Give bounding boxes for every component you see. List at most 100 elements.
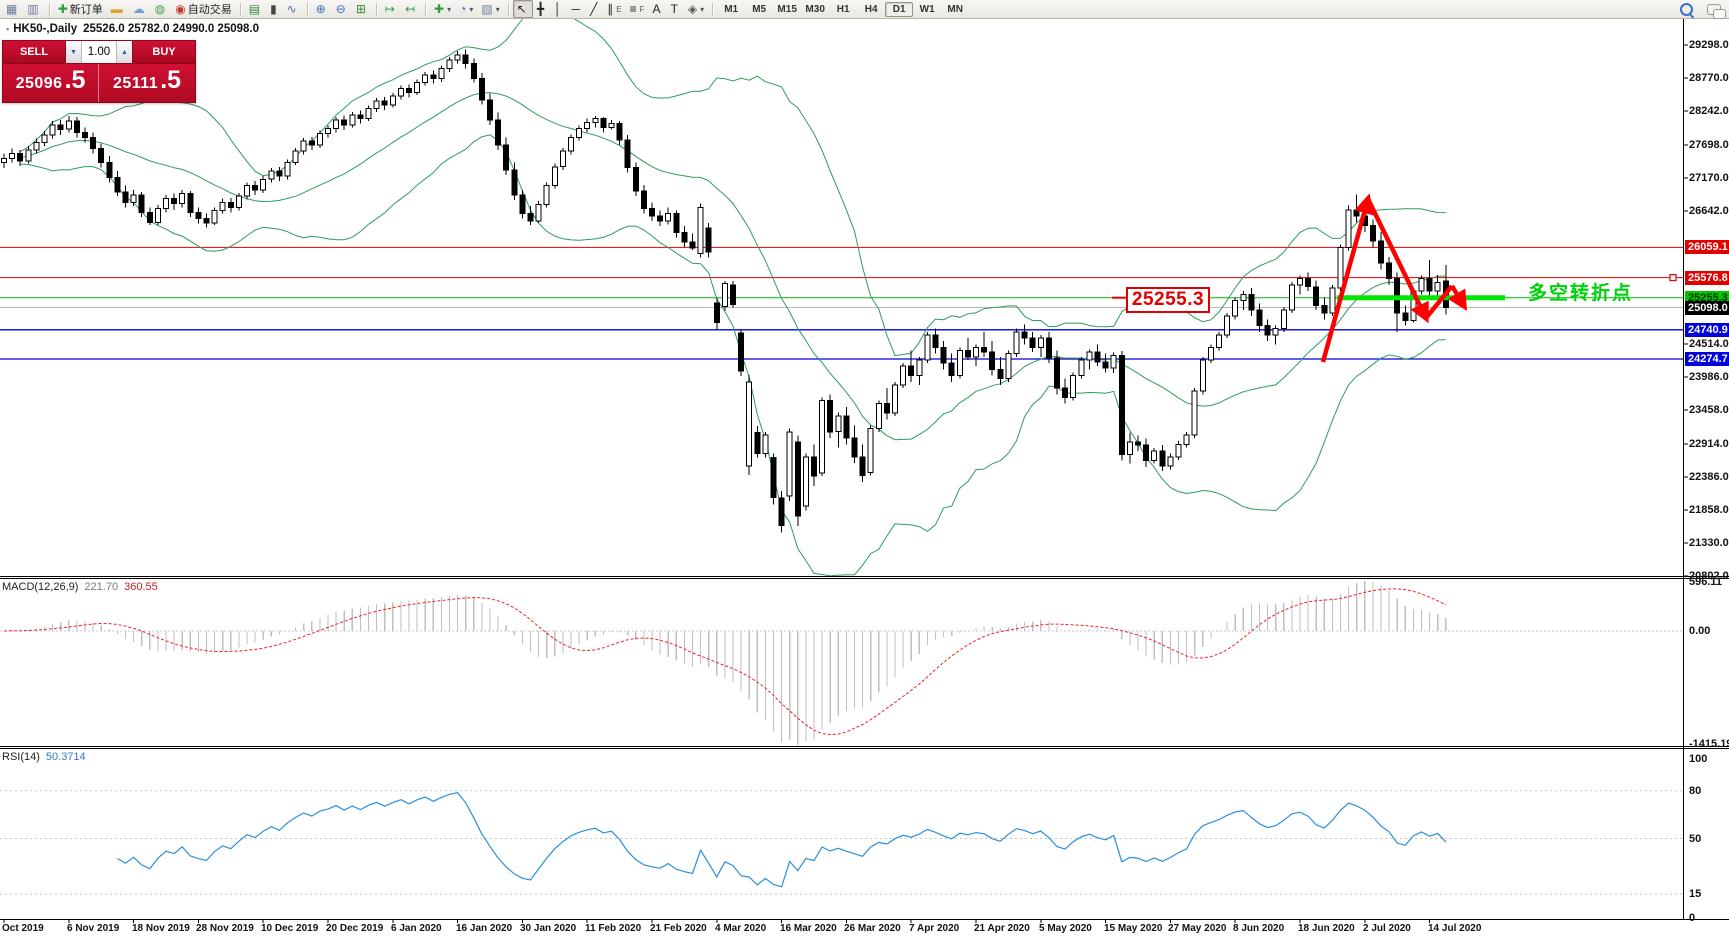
buy-price-button[interactable]: 25111 .5 [99,64,195,102]
rsi-value: 50.3714 [45,751,86,763]
autotrade-button[interactable]: ◉ 自动交易 [171,0,235,18]
periods-icon: ◔ [459,2,467,16]
date-label: 2 Jul 2020 [1363,923,1411,934]
sell-price-main: 25096 [15,75,63,92]
timeframe-H4[interactable]: H4 [864,3,878,15]
chart-profiles-icon: ▥ [27,2,39,16]
price-tick-label: 23458.0 [1689,404,1729,416]
indicators-button[interactable]: ✚ ▾ [430,0,455,18]
gold-button[interactable]: ▬ [107,0,129,18]
macd-value-1: 221.70 [84,581,119,593]
line-chart-icon: ∿ [286,2,297,16]
chart-shift-icon: ↤ [404,2,416,16]
chat-icon[interactable] [1707,3,1726,19]
cursor-button[interactable]: ↖ [512,0,533,18]
rsi-axis-label: 50 [1689,833,1702,845]
fibonacci-button[interactable]: ≡ F [629,2,645,16]
text-button[interactable]: A [649,0,667,18]
dropdown-caret-icon: ▾ [469,4,474,14]
rsi-axis-label: 80 [1689,785,1702,797]
price-tick-label: 27170.0 [1689,172,1729,184]
toolbar-separator [507,2,509,16]
mql-cloud-button[interactable]: ☁ [129,0,151,18]
timeframe-W1[interactable]: W1 [919,3,935,15]
text-icon: A [652,2,661,16]
turning-point-label[interactable]: 多空转折点 [1528,282,1634,304]
chart-shift-button[interactable]: ↤ [401,0,421,18]
text-label-icon: T [670,2,678,16]
timeframe-D1[interactable]: D1 [885,1,914,17]
rsi-axis-label: 0 [1689,912,1696,924]
price-tick-label: 28770.0 [1689,72,1729,84]
trendline-icon: ╱ [590,2,598,16]
channel-button[interactable]: ∥ E [607,2,622,16]
price-annotation-box[interactable]: 25255.3 [1126,286,1210,313]
auto-scroll-button[interactable]: ↦ [381,0,401,18]
shapes-button[interactable]: ◈ ▾ [684,0,708,18]
candlestick-button[interactable]: ▮ [266,0,283,18]
timeframe-M1[interactable]: M1 [724,3,739,15]
timeframe-MN[interactable]: MN [947,3,963,15]
templates-button[interactable]: ▧ ▾ [477,0,503,18]
candlestick-icon: ▮ [270,2,277,16]
chart-window[interactable]: ▪ HK50-,Daily 25526.0 25782.0 24990.0 2509… [0,19,1729,943]
timeframe-H1[interactable]: H1 [836,3,850,15]
rsi-name: RSI(14) [2,751,40,763]
date-label: 18 Nov 2019 [132,923,190,934]
timeframe-M15[interactable]: M15 [777,3,797,15]
zoom-out-button[interactable]: ⊖ [332,0,352,18]
price-line-badge: 24740.9 [1685,323,1729,337]
new-chart-icon: ▦ [6,2,18,16]
date-label: 6 Jan 2020 [391,923,442,934]
dropdown-caret-icon: ▾ [495,4,500,14]
macd-label: MACD(12,26,9) 221.70 360.55 [2,581,158,593]
new-order-button[interactable]: ✚ 新订单 [54,0,107,18]
crosshair-button[interactable]: ╋ [533,0,550,18]
vertical-line-button[interactable]: │ [550,0,568,18]
channel-icon: ∥ [607,2,614,16]
sell-button[interactable]: SELL [3,41,65,63]
new-order-icon: ✚ [57,2,68,16]
new-chart-button[interactable]: ▦ [2,0,23,18]
chart-marker-icon: ▪ [6,24,10,34]
toolbar: ▦ ▥ ✚ 新订单 ▬ ☁ ◍ ◉ 自动交易 ▤ ▮ ∿ ⊕ ⊖ ⊞ ↦ ↤ ✚ ▾ ◔ ▾ ▧ ▾ ↖ ╋ │ ─ ╱ ∥ E ≡ F A T ◈… [0,0,1729,19]
date-label: 28 Nov 2019 [196,923,254,934]
signal-button[interactable]: ◍ [151,0,171,18]
buy-button[interactable]: BUY [133,41,195,63]
horizontal-line-button[interactable]: ─ [568,0,587,18]
tile-windows-icon: ⊞ [355,2,366,16]
sell-price-button[interactable]: 25096 .5 [3,64,99,102]
date-label: 16 Mar 2020 [780,923,837,934]
text-label-button[interactable]: T [667,0,684,18]
zoom-in-button[interactable]: ⊕ [312,0,332,18]
timeframe-M30[interactable]: M30 [805,3,825,15]
timeframe-M5[interactable]: M5 [752,3,767,15]
line-chart-button[interactable]: ∿ [283,0,303,18]
buy-price-main: 25111 [112,75,159,92]
volume-increase-button[interactable]: ▲ [116,41,132,63]
toolbar-separator [375,2,377,16]
bar-chart-button[interactable]: ▤ [245,0,266,18]
rsi-axis-label: 15 [1689,888,1702,900]
zoom-in-icon: ⊕ [315,2,326,16]
search-icon[interactable] [1680,2,1693,16]
chart-title: ▪ HK50-,Daily 25526.0 25782.0 24990.0 2509… [6,23,259,35]
one-click-trading-widget[interactable]: SELL ▼ 1.00 ▲ BUY 25096 .5 25111 .5 [2,40,196,103]
trendline-button[interactable]: ╱ [586,0,603,18]
bar-chart-icon: ▤ [248,2,261,16]
toolbar-separator [48,2,50,16]
fibonacci-icon: ≡ [629,2,637,16]
autotrade-label: 自动交易 [187,4,232,16]
tile-windows-button[interactable]: ⊞ [352,0,372,18]
periods-button[interactable]: ◔ ▾ [455,0,477,18]
price-line-badge: 25098.0 [1685,301,1729,315]
volume-decrease-button[interactable]: ▼ [66,41,82,63]
volume-stepper[interactable]: ▼ 1.00 ▲ [65,41,133,63]
mql-cloud-icon: ☁ [132,2,145,16]
chart-profiles-button[interactable]: ▥ [23,0,44,18]
date-label: 21 Apr 2020 [974,923,1030,934]
volume-value[interactable]: 1.00 [82,41,116,63]
crosshair-icon: ╋ [536,2,545,16]
price-tick-label: 21858.0 [1689,504,1729,516]
